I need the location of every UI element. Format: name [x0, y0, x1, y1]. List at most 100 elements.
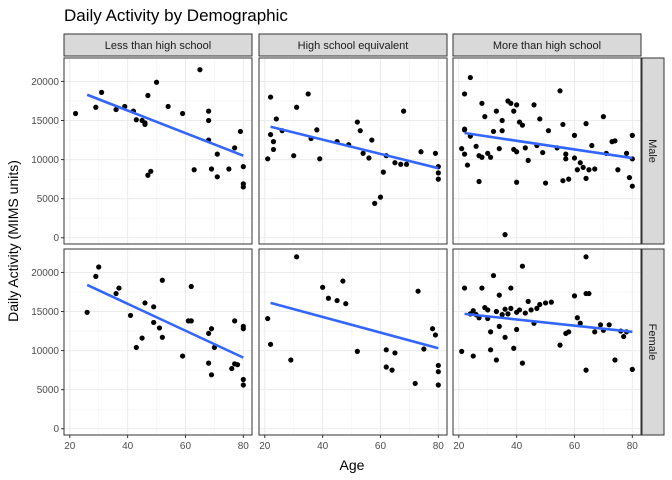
- data-point: [415, 288, 421, 294]
- data-point: [511, 345, 517, 351]
- data-point: [317, 156, 323, 162]
- data-point: [139, 335, 145, 341]
- data-point: [612, 357, 618, 363]
- data-point: [485, 150, 491, 156]
- x-tick-label: 80: [433, 441, 445, 452]
- data-point: [232, 145, 238, 151]
- panel-data: [459, 254, 635, 373]
- data-point: [226, 166, 232, 172]
- data-point: [571, 155, 578, 161]
- data-point: [563, 156, 569, 162]
- x-tick-label: 40: [317, 441, 329, 452]
- data-point: [459, 348, 465, 354]
- data-point: [372, 200, 378, 206]
- data-point: [142, 300, 148, 306]
- data-point: [490, 272, 497, 279]
- data-point: [403, 161, 410, 167]
- data-point: [165, 103, 171, 110]
- data-point: [93, 104, 99, 110]
- panel-border: [63, 57, 253, 245]
- data-point: [366, 155, 372, 161]
- data-point: [461, 285, 468, 291]
- data-point: [493, 108, 499, 114]
- data-point: [493, 308, 499, 315]
- facet-strip-column: [258, 33, 448, 57]
- data-point: [377, 194, 384, 200]
- panel-data: [265, 91, 441, 206]
- data-point: [499, 312, 505, 318]
- data-point: [357, 128, 363, 134]
- data-point: [502, 232, 508, 238]
- data-point: [545, 128, 552, 134]
- y-tick-label: 5000: [37, 194, 60, 205]
- data-point: [265, 315, 271, 322]
- data-point: [206, 108, 212, 114]
- data-point: [343, 301, 349, 307]
- y-tick-label: 15000: [31, 116, 59, 127]
- panel-border: [258, 57, 448, 245]
- data-point: [508, 100, 514, 106]
- panel-data: [84, 264, 246, 388]
- data-point: [267, 94, 274, 100]
- data-point: [208, 372, 215, 378]
- data-point: [435, 369, 441, 375]
- data-point: [314, 127, 320, 133]
- data-point: [580, 164, 586, 171]
- data-point: [623, 150, 630, 156]
- facet-strip-column-label: High school equivalent: [298, 40, 409, 52]
- data-point: [505, 311, 511, 317]
- data-point: [470, 353, 476, 359]
- data-point: [508, 305, 514, 311]
- data-point: [525, 298, 531, 304]
- data-point: [490, 128, 497, 135]
- data-point: [522, 310, 528, 316]
- data-point: [214, 151, 220, 157]
- data-point: [240, 382, 246, 388]
- data-point: [133, 344, 139, 351]
- data-point: [148, 168, 154, 174]
- data-point: [612, 138, 618, 144]
- panel-border: [452, 57, 642, 245]
- y-tick-label: 5000: [37, 385, 60, 396]
- trend-line: [86, 283, 244, 359]
- data-point: [435, 170, 441, 176]
- panel-background: [64, 249, 252, 435]
- trend-line: [270, 301, 439, 350]
- data-point: [476, 178, 482, 185]
- facet-panel: [453, 249, 641, 435]
- data-point: [240, 376, 246, 383]
- y-tick-label: 20000: [31, 77, 59, 88]
- data-point: [127, 312, 134, 319]
- data-point: [537, 116, 543, 122]
- x-tick-label: 20: [64, 441, 76, 452]
- trend-line: [464, 312, 633, 334]
- data-point: [470, 308, 476, 314]
- panel-background: [64, 58, 252, 244]
- facet-strip-row: [641, 248, 665, 436]
- data-point: [629, 366, 635, 372]
- trend-line: [86, 93, 244, 157]
- data-point: [153, 79, 160, 85]
- data-point: [116, 285, 122, 291]
- data-point: [531, 102, 537, 108]
- data-point: [392, 350, 398, 356]
- data-point: [600, 114, 607, 120]
- data-point: [566, 176, 572, 182]
- data-point: [589, 142, 595, 149]
- data-point: [159, 334, 165, 340]
- data-point: [461, 151, 468, 157]
- data-point: [488, 347, 494, 353]
- data-point: [482, 114, 488, 120]
- x-axis-title: Age: [340, 457, 365, 473]
- data-point: [334, 297, 340, 304]
- data-point: [354, 119, 360, 125]
- x-tick-label: 20: [259, 441, 271, 452]
- data-point: [188, 318, 194, 324]
- y-tick-label: 0: [53, 233, 59, 244]
- data-point: [459, 146, 465, 152]
- facet-strip-column: [63, 33, 253, 57]
- data-point: [467, 74, 473, 81]
- data-point: [265, 156, 271, 162]
- trend-line: [270, 125, 439, 170]
- facet-strip-row-label: Female: [646, 324, 658, 361]
